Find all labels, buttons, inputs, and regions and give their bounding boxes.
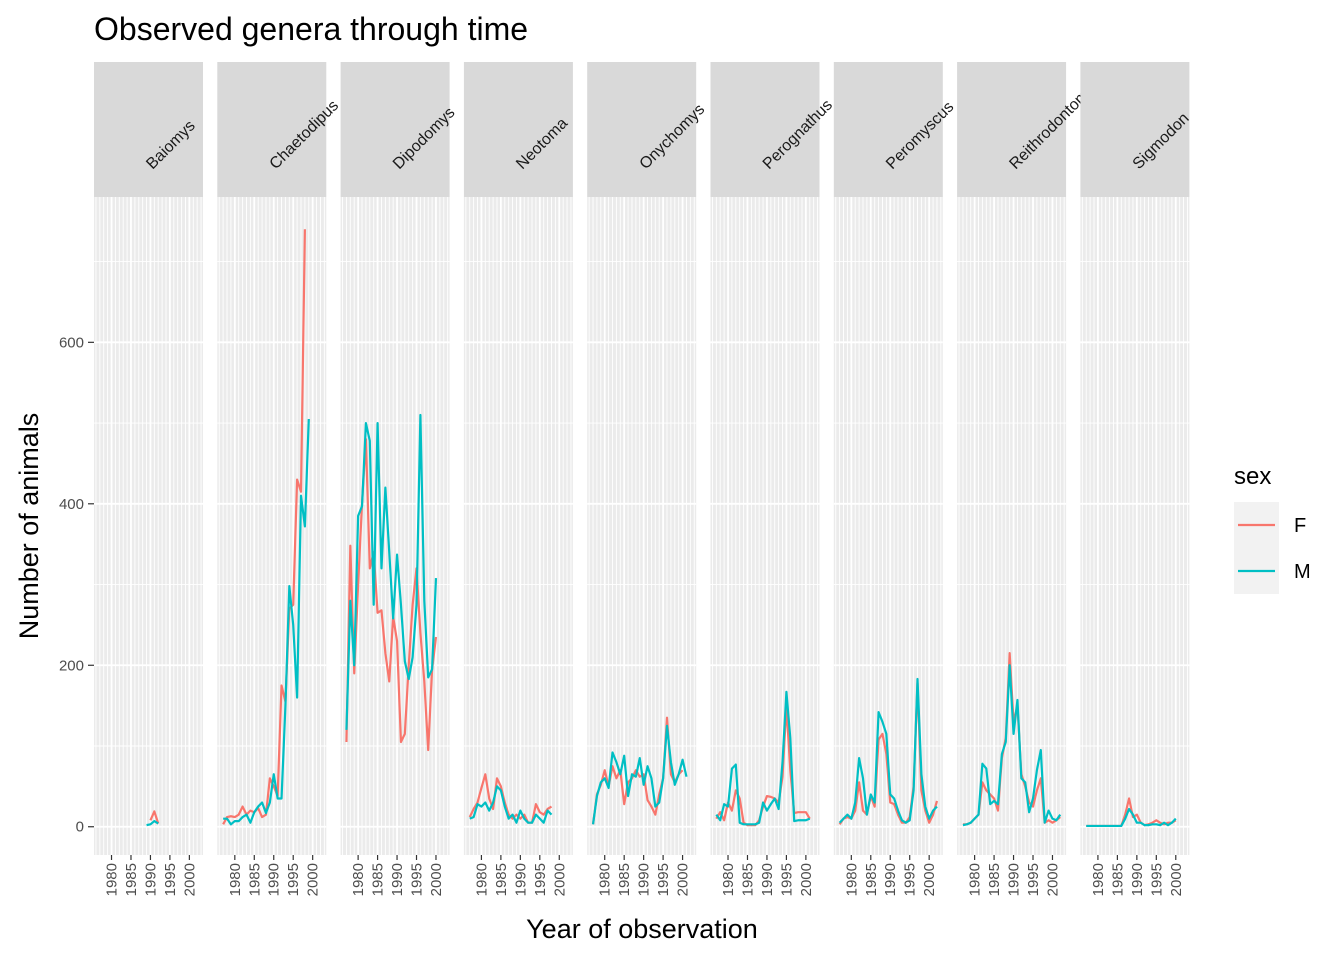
x-tick-label: 1995 (409, 863, 426, 896)
panel-background (463, 197, 573, 855)
series-line-m (838, 677, 938, 824)
chart-title: Observed genera through time (94, 11, 528, 47)
x-tick-label: 1980 (720, 863, 737, 896)
x-tick-label: 1980 (104, 863, 121, 896)
legend-title: sex (1234, 463, 1271, 490)
legend-label-m: M (1294, 561, 1311, 583)
series-line-m (962, 664, 1062, 827)
series-line-m (146, 819, 159, 827)
x-tick-label: 1990 (1006, 863, 1023, 896)
series-line-m (469, 785, 553, 824)
panel-background (957, 197, 1067, 855)
x-tick-label: 1995 (778, 863, 795, 896)
x-tick-label: 1990 (142, 863, 159, 896)
y-tick-label: 0 (76, 819, 84, 836)
x-tick-label: 1980 (967, 863, 984, 896)
x-tick-label: 1990 (266, 863, 283, 896)
strip-background (833, 62, 943, 197)
x-tick-label: 2000 (1044, 863, 1061, 896)
strip-background (710, 62, 820, 197)
strip-background (587, 62, 697, 197)
x-tick-label: 2000 (428, 863, 445, 896)
x-tick-label: 1985 (1109, 863, 1126, 896)
x-tick-label: 1990 (389, 863, 406, 896)
series-line-m (715, 690, 811, 826)
x-tick-label: 2000 (675, 863, 692, 896)
x-tick-label: 2000 (921, 863, 938, 896)
x-tick-label: 1985 (616, 863, 633, 896)
x-tick-label: 1990 (1129, 863, 1146, 896)
x-tick-label: 2000 (1168, 863, 1185, 896)
strip-background (340, 62, 450, 197)
panel-background (94, 197, 203, 855)
panel-background (217, 197, 327, 855)
series-line-f (149, 810, 160, 824)
panel-background (587, 197, 697, 855)
x-tick-label: 1995 (532, 863, 549, 896)
x-tick-label: 1985 (246, 863, 263, 896)
strip-background (94, 62, 203, 197)
legend: sex FM (1234, 463, 1311, 594)
x-tick-label: 1985 (370, 863, 387, 896)
series-line-m (591, 724, 688, 825)
x-tick-label: 2000 (551, 863, 568, 896)
x-tick-label: 2000 (305, 863, 322, 896)
strip-background (463, 62, 573, 197)
x-tick-label: 1985 (986, 863, 1003, 896)
x-tick-label: 1980 (843, 863, 860, 896)
x-tick-label: 1990 (636, 863, 653, 896)
panel-background (710, 197, 820, 855)
x-tick-label: 1985 (863, 863, 880, 896)
legend-key-background (1234, 502, 1279, 594)
x-tick-label: 1990 (512, 863, 529, 896)
x-tick-label: 1995 (162, 863, 179, 896)
x-tick-label: 1980 (473, 863, 490, 896)
legend-label-f: F (1294, 515, 1306, 537)
x-tick-label: 1985 (123, 863, 140, 896)
strip-background (217, 62, 327, 197)
x-tick-label: 1980 (1090, 863, 1107, 896)
series-line-m (223, 418, 310, 826)
y-tick-label: 400 (59, 496, 84, 513)
x-tick-label: 1995 (285, 863, 302, 896)
x-tick-label: 1995 (1025, 863, 1042, 896)
legend-keys: FM (1234, 502, 1311, 594)
y-axis-title: Number of animals (14, 413, 44, 640)
panel-background (1080, 197, 1190, 855)
x-tick-label: 1990 (759, 863, 776, 896)
x-tick-label: 2000 (798, 863, 815, 896)
x-tick-label: 1990 (882, 863, 899, 896)
series-line-f (345, 438, 438, 752)
y-tick-label: 600 (59, 334, 84, 351)
strip-background (957, 62, 1067, 197)
x-tick-label: 1985 (739, 863, 756, 896)
x-tick-label: 2000 (181, 863, 198, 896)
x-tick-label: 1980 (597, 863, 614, 896)
strip-background (1080, 62, 1190, 197)
x-tick-label: 1995 (902, 863, 919, 896)
series-line-m (1086, 807, 1177, 828)
series-line-m (345, 413, 438, 730)
x-tick-label: 1995 (655, 863, 672, 896)
x-axis-title: Year of observation (526, 914, 758, 944)
x-tick-label: 1985 (493, 863, 510, 896)
x-tick-label: 1995 (1148, 863, 1165, 896)
y-tick-label: 200 (59, 657, 84, 674)
x-tick-label: 1980 (350, 863, 367, 896)
x-tick-label: 1980 (227, 863, 244, 896)
